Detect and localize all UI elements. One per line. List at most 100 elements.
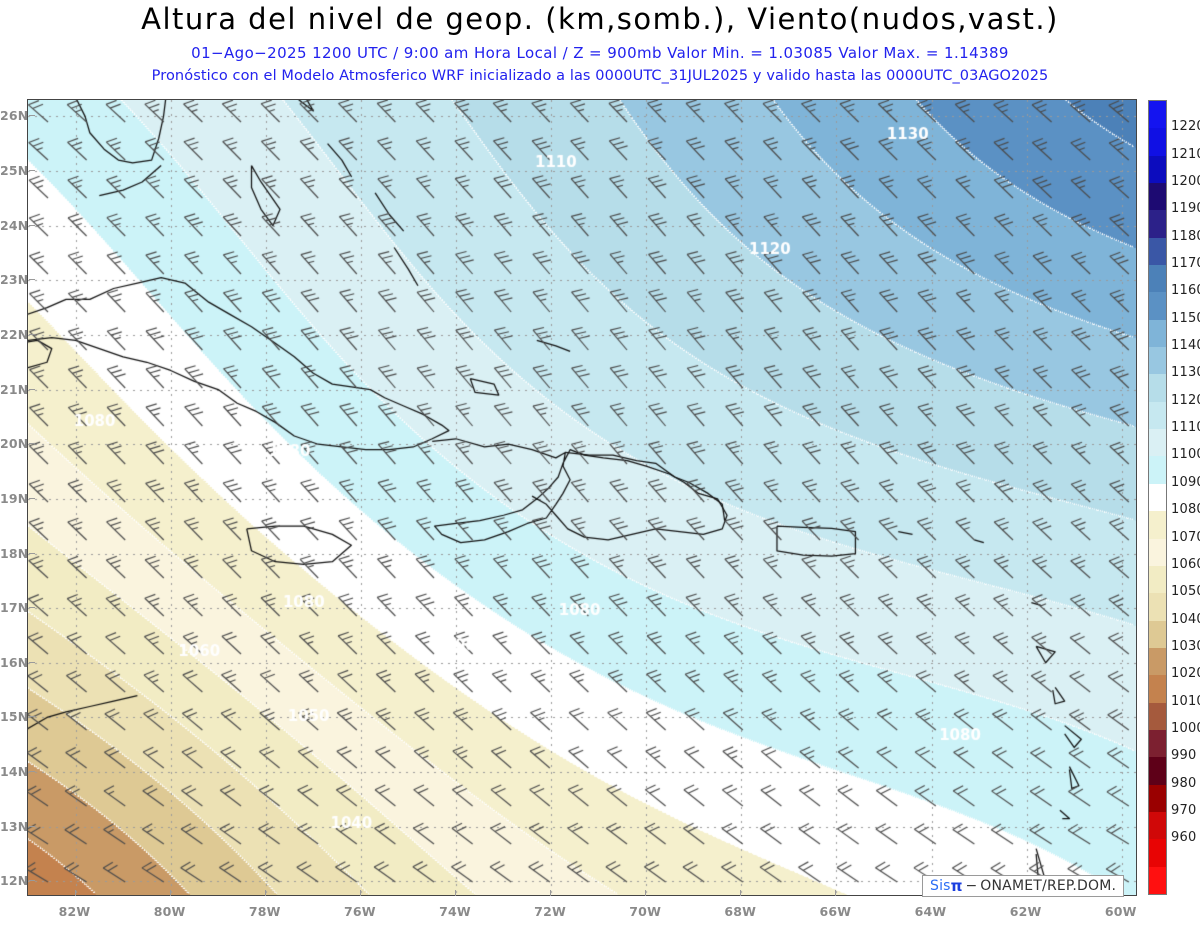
colorbar-cell-1130 [1149,374,1166,402]
sis-logo-text: Sis [930,878,951,894]
colorbar-tick-1220: 1220 [1171,119,1200,135]
y-axis-tick-16N: 16N [0,654,29,670]
colorbar-cell-1100 [1149,456,1166,484]
x-axis-tick-64W: 64W [914,904,947,919]
colorbar-cell-1120 [1149,401,1166,430]
x-tick-mark [264,890,266,896]
colorbar-cell-1190 [1149,210,1166,238]
colorbar-legend[interactable] [1148,100,1167,895]
credit-separator: − [965,878,978,894]
colorbar-tick-1180: 1180 [1171,228,1200,244]
colorbar-tick-1140: 1140 [1171,338,1200,354]
x-axis-tick-78W: 78W [248,904,281,919]
pi-icon: π [950,877,963,895]
y-axis-tick-14N: 14N [0,764,29,780]
colorbar-tick-960: 960 [1171,830,1197,846]
x-axis-tick-68W: 68W [724,904,757,919]
y-tick-mark [29,607,35,609]
y-axis-tick-24N: 24N [0,217,29,233]
colorbar-cell-1020 [1149,675,1166,703]
x-tick-mark [835,890,837,896]
x-axis-tick-74W: 74W [439,904,471,919]
colorbar-tick-1190: 1190 [1171,201,1200,217]
x-axis-tick-72W: 72W [534,904,566,919]
y-axis-tick-23N: 23N [0,272,29,288]
credit-organization: ONAMET/REP.DOM. [980,878,1117,894]
colorbar-cell-1150 [1149,319,1166,348]
colorbar-tick-1020: 1020 [1171,666,1200,682]
x-axis-tick-60W: 60W [1104,904,1137,919]
colorbar-cell-1010 [1149,702,1166,730]
colorbar-cell-1080 [1149,511,1166,539]
colorbar-tick-1040: 1040 [1171,611,1200,627]
x-tick-mark [740,890,742,896]
y-axis-tick-15N: 15N [0,709,29,725]
y-axis-tick-26N: 26N [0,108,29,124]
x-tick-mark [74,890,76,896]
colorbar-tick-990: 990 [1171,748,1197,764]
colorbar-cell-1000 [1149,729,1166,758]
y-tick-mark [29,224,35,226]
colorbar-cell-1160 [1149,292,1166,320]
x-axis-tick-76W: 76W [343,904,376,919]
colorbar-cell-1050 [1149,593,1166,621]
x-axis-tick-70W: 70W [629,904,662,919]
x-axis-tick-82W: 82W [58,904,91,919]
colorbar-tick-1060: 1060 [1171,556,1200,572]
colorbar-cell-1140 [1149,347,1166,375]
colorbar-cell-1200 [1149,183,1166,211]
colorbar-cell-970 [1149,811,1166,840]
colorbar-cell-1090 [1149,483,1166,512]
y-tick-mark [29,716,35,718]
x-axis-tick-66W: 66W [819,904,852,919]
page-title: Altura del nivel de geop. (km,somb.), Vi… [141,2,1059,36]
x-tick-mark [645,890,647,896]
colorbar-tick-1150: 1150 [1171,310,1200,326]
colorbar-cell-1170 [1149,265,1166,293]
x-axis-tick-80W: 80W [153,904,186,919]
y-tick-mark [29,333,35,335]
colorbar-cell-1070 [1149,538,1166,566]
x-tick-mark [359,890,361,896]
y-tick-mark [29,279,35,281]
y-axis-tick-19N: 19N [0,490,29,506]
subtitle-model-info: Pronóstico con el Modelo Atmosferico WRF… [151,68,1049,84]
y-tick-mark [29,115,35,117]
colorbar-cell-980 [1149,784,1166,812]
y-axis-tick-17N: 17N [0,600,29,616]
colorbar-cell-1030 [1149,647,1166,676]
x-tick-mark [454,890,456,896]
colorbar-tick-1050: 1050 [1171,584,1200,600]
colorbar-cell-990 [1149,757,1166,785]
colorbar-cell-960 [1149,839,1166,867]
y-tick-mark [29,388,35,390]
colorbar-cell-1110 [1149,429,1166,457]
y-tick-mark [29,825,35,827]
y-tick-mark [29,443,35,445]
y-axis-tick-13N: 13N [0,818,29,834]
colorbar-tick-1030: 1030 [1171,638,1200,654]
x-tick-mark [550,890,552,896]
colorbar-tick-1070: 1070 [1171,529,1200,545]
colorbar-tick-1090: 1090 [1171,474,1200,490]
colorbar-tick-1080: 1080 [1171,502,1200,518]
colorbar-cell-1230 [1149,101,1166,129]
colorbar-cell-1180 [1149,237,1166,266]
colorbar-tick-1210: 1210 [1171,146,1200,162]
colorbar-tick-970: 970 [1171,802,1197,818]
colorbar-tick-980: 980 [1171,775,1197,791]
y-tick-mark [29,771,35,773]
credit-logo-box: Sis π − ONAMET/REP.DOM. [922,875,1125,897]
y-axis-tick-12N: 12N [0,873,29,889]
y-axis-tick-21N: 21N [0,381,29,397]
weather-map-canvas [28,100,1136,895]
x-axis-tick-62W: 62W [1009,904,1042,919]
map-plot-area[interactable] [27,99,1137,896]
colorbar-cell-1060 [1149,565,1166,594]
x-tick-mark [169,890,171,896]
y-tick-mark [29,552,35,554]
